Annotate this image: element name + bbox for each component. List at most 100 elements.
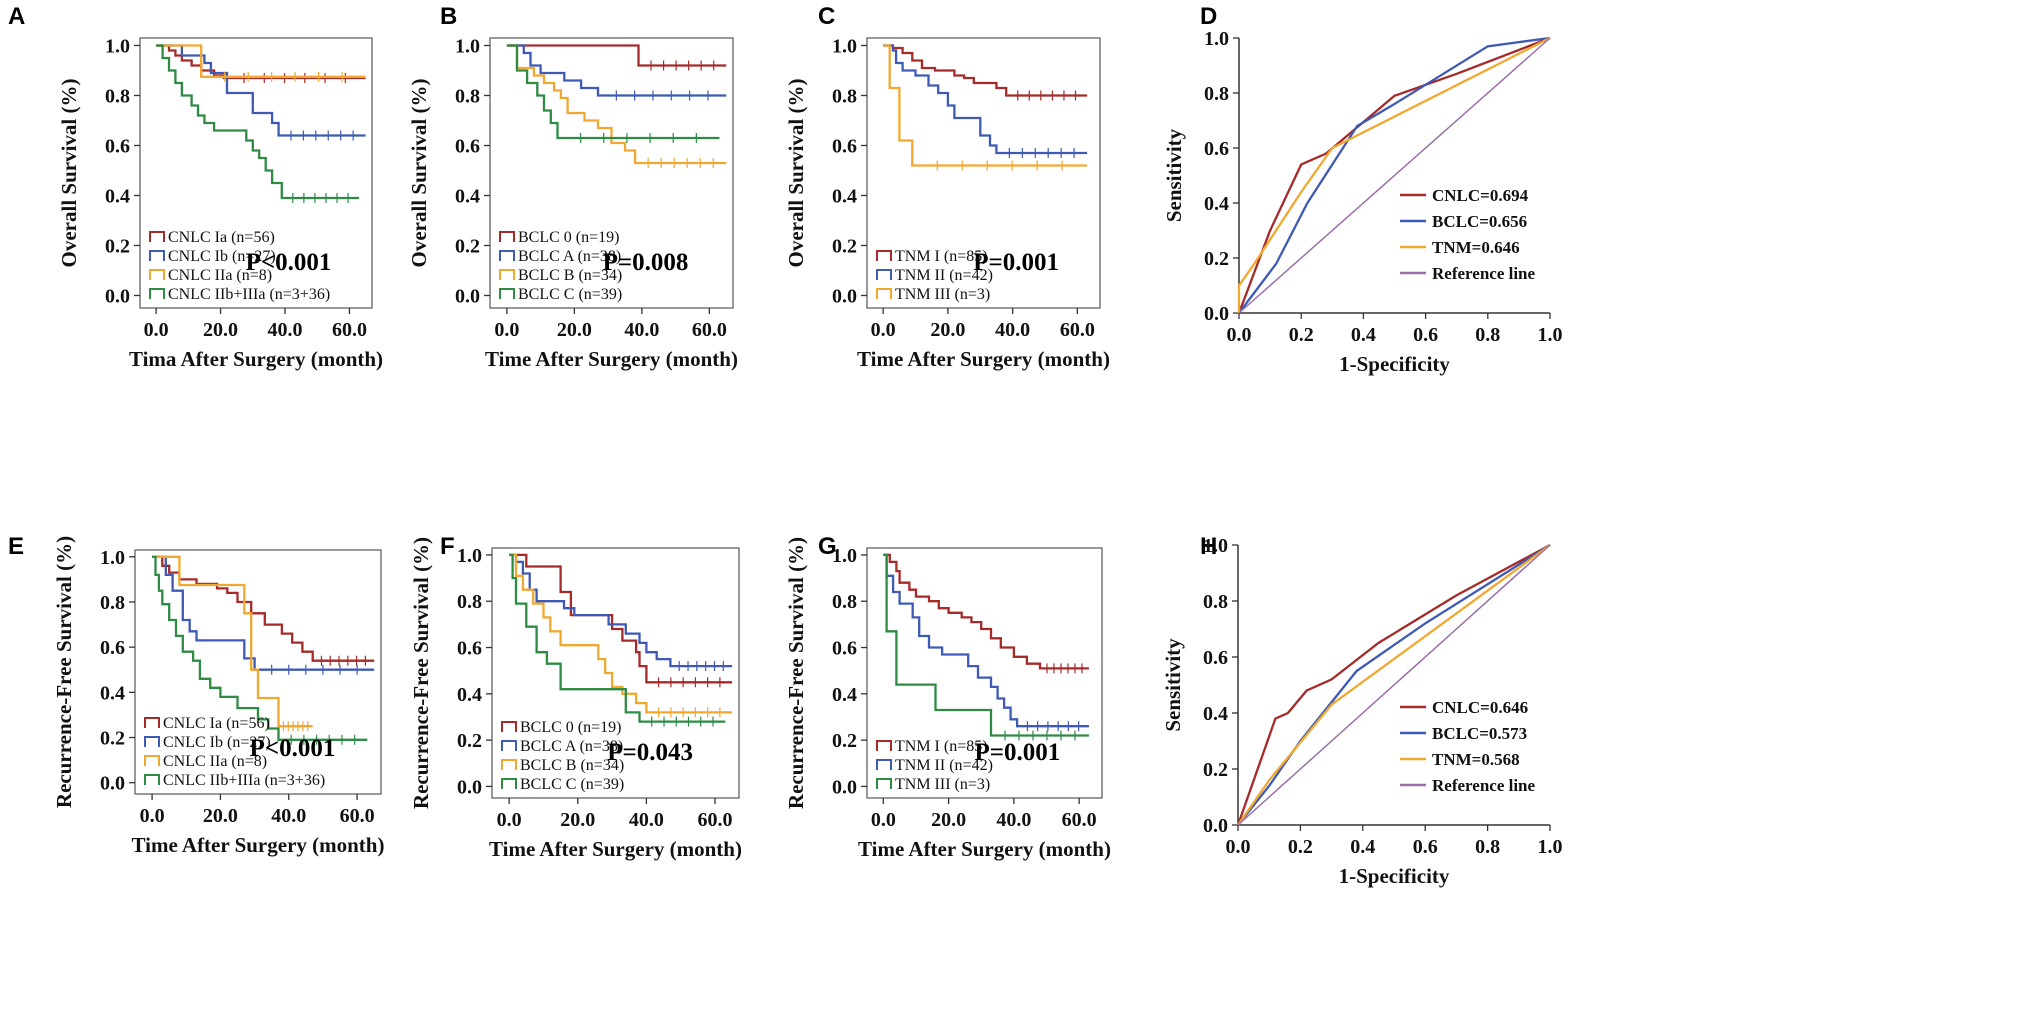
y-axis-label: Sensitivity (1162, 128, 1186, 222)
x-tick-label: 40.0 (268, 319, 303, 341)
y-tick-label: 0.4 (832, 186, 857, 208)
panel-label: C (818, 3, 835, 30)
y-tick-label: 0.8 (455, 86, 480, 108)
x-tick-label: 60.0 (332, 319, 367, 341)
y-tick-label: 0.2 (455, 236, 480, 258)
legend-label: BCLC=0.656 (1432, 212, 1527, 231)
y-tick-label: 0.4 (100, 682, 125, 704)
legend-label: TNM=0.568 (1432, 750, 1520, 769)
y-axis-label: Overall Survival (%) (784, 79, 808, 268)
y-axis-label: Recurrence-Free Survival (%) (52, 536, 76, 808)
x-tick-label: 0.4 (1351, 324, 1376, 346)
y-tick-label: 0.6 (105, 136, 130, 158)
legend-swatch (876, 778, 892, 789)
legend-swatch (501, 759, 517, 770)
y-tick-label: 0.2 (832, 730, 857, 752)
legend-label: TNM I (n=85) (895, 738, 988, 755)
series-line-red (1237, 36, 1551, 314)
y-tick-label: 0.4 (832, 684, 857, 706)
series-line-green (883, 553, 1089, 737)
y-tick-label: 0.0 (832, 286, 857, 308)
y-tick-label: 0.6 (1203, 647, 1228, 669)
panel-label: B (440, 3, 457, 30)
y-tick-label: 0.0 (455, 286, 480, 308)
y-tick-label: 1.0 (832, 36, 857, 58)
y-tick-label: 0.2 (457, 730, 482, 752)
legend-swatch (499, 269, 515, 280)
panel-G: G 0.0 0.2 0.4 0.6 0.8 1.0 0.0 20.0 40.0 60.0 Time A… (784, 533, 1111, 861)
x-tick-label: 20.0 (560, 809, 595, 831)
series-line-blue (509, 553, 733, 668)
series-line-orange (152, 555, 313, 728)
series-line-red (1236, 543, 1551, 826)
series-line-red (883, 553, 1089, 670)
panel-label: E (8, 533, 24, 560)
legend-swatch (144, 774, 160, 785)
y-tick-label: 0.8 (105, 86, 130, 108)
legend-swatch (144, 736, 160, 747)
legend-swatch (499, 231, 515, 242)
series-line-green (152, 555, 368, 741)
legend-label: CNLC IIa (n=8) (168, 267, 272, 284)
y-tick-label: 0.4 (105, 186, 130, 208)
y-tick-label: 0.6 (832, 638, 857, 660)
x-tick-label: 0.0 (1227, 324, 1252, 346)
y-tick-label: 0.0 (457, 776, 482, 798)
legend-label: CNLC Ia (n=56) (168, 229, 275, 246)
x-axis-label: Time After Surgery (month) (485, 347, 738, 371)
p-value: P=0.008 (603, 249, 689, 276)
x-tick-label: 40.0 (995, 319, 1030, 341)
y-tick-label: 0.8 (100, 592, 125, 614)
series-line-orange (1237, 544, 1551, 826)
legend-label: BCLC C (n=39) (520, 776, 624, 793)
legend-swatch (144, 755, 160, 766)
x-tick-label: 0.0 (1226, 836, 1251, 858)
legend-swatch (876, 269, 892, 280)
y-tick-label: 0.8 (832, 591, 857, 613)
legend-label: TNM II (n=42) (895, 267, 993, 284)
y-tick-label: 0.0 (100, 773, 125, 795)
p-value: P=0.043 (607, 739, 693, 766)
series-line-red (506, 44, 727, 67)
y-tick-label: 0.2 (1203, 759, 1228, 781)
legend-swatch (149, 250, 165, 261)
x-tick-label: 0.0 (871, 319, 896, 341)
y-axis-label: Sensitivity (1161, 638, 1185, 732)
y-tick-label: 1.0 (832, 545, 857, 567)
y-axis-label: Recurrence-Free Survival (%) (784, 537, 808, 809)
legend-swatch (149, 231, 165, 242)
series-line-red (152, 555, 375, 662)
x-tick-label: 0.6 (1413, 836, 1438, 858)
series-line-green (506, 44, 720, 140)
plot-frame (134, 549, 382, 795)
panel-label: A (8, 3, 25, 30)
y-tick-label: 0.2 (105, 236, 130, 258)
legend-swatch (501, 740, 517, 751)
y-tick-label: 0.8 (1203, 591, 1228, 613)
series-line-blue (152, 555, 375, 671)
legend-label: TNM II (n=42) (895, 757, 993, 774)
y-tick-label: 0.4 (457, 684, 482, 706)
y-tick-label: 0.6 (455, 136, 480, 158)
plot-frame (866, 37, 1101, 309)
x-axis-label: Time After Surgery (month) (857, 347, 1110, 371)
y-tick-label: 0.6 (1204, 138, 1229, 160)
y-tick-label: 0.8 (1204, 83, 1229, 105)
panel-label: F (440, 533, 455, 560)
legend-label: TNM=0.646 (1432, 238, 1520, 257)
series-line-purple (1237, 544, 1551, 826)
x-tick-label: 60.0 (340, 805, 375, 827)
panel-label: D (1200, 3, 1217, 30)
legend-label: BCLC C (n=39) (518, 286, 622, 303)
legend-swatch (149, 288, 165, 299)
x-tick-label: 40.0 (624, 319, 659, 341)
x-tick-label: 60.0 (1062, 809, 1097, 831)
y-tick-label: 1.0 (457, 545, 482, 567)
panel-H: H 0.0 0.2 0.4 0.6 0.8 1.0 0.0 0.2 0.4 0.6 0.8 1.0 1-S… (1161, 533, 1563, 888)
x-tick-label: 20.0 (931, 809, 966, 831)
legend-label: BCLC A (n=38) (518, 248, 621, 265)
y-tick-label: 0.6 (832, 136, 857, 158)
series-line-blue (1238, 36, 1551, 314)
x-tick-label: 20.0 (203, 805, 238, 827)
legend-swatch (876, 250, 892, 261)
